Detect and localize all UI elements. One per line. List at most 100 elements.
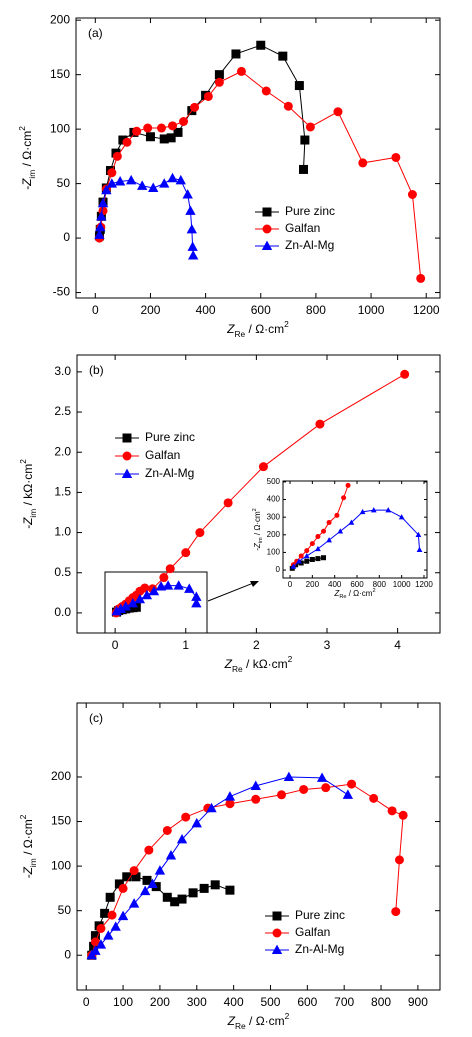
marker	[186, 223, 197, 234]
y-tick-label: 100	[267, 548, 281, 557]
marker	[391, 152, 401, 162]
marker	[159, 134, 169, 144]
marker	[258, 462, 268, 472]
y-tick-label: 200	[267, 530, 281, 539]
marker	[348, 519, 355, 525]
axis-label-part: -Z	[20, 178, 34, 190]
marker	[347, 779, 357, 789]
marker	[309, 556, 315, 562]
marker	[190, 102, 200, 112]
marker	[97, 197, 109, 208]
y-tick-label: 1.0	[54, 525, 71, 539]
marker	[321, 555, 327, 561]
marker	[272, 928, 282, 938]
x-tick-label: 300	[187, 995, 207, 1009]
y-tick-label: 2.0	[54, 444, 71, 458]
y-tick-label: 100	[51, 858, 71, 872]
axis-label-part: / kΩ·cm	[243, 657, 288, 671]
marker	[128, 898, 140, 908]
marker	[118, 883, 128, 893]
axis-label-part: im	[27, 170, 37, 179]
marker	[111, 605, 122, 616]
x-tick-label: 400	[224, 995, 244, 1009]
axis-label-part: im	[258, 537, 264, 543]
marker	[342, 789, 354, 799]
y-tick-label: 400	[267, 495, 281, 504]
marker	[303, 552, 310, 559]
axis-label-part: Z	[226, 322, 235, 336]
marker	[173, 127, 183, 137]
x-tick-label: 600	[350, 580, 364, 589]
marker	[106, 178, 118, 188]
marker	[191, 817, 202, 828]
x-tick-label: 500	[260, 995, 280, 1009]
marker	[236, 66, 246, 76]
axis-label-part: im	[28, 858, 38, 867]
marker	[334, 512, 340, 518]
marker	[333, 107, 343, 117]
marker	[283, 101, 293, 111]
marker	[315, 556, 321, 562]
marker	[283, 771, 295, 782]
x-tick-label: 100	[113, 995, 133, 1009]
marker	[256, 40, 266, 50]
marker	[206, 802, 217, 813]
axis-label-part: / Ω·cm	[245, 322, 284, 336]
marker	[159, 573, 169, 583]
axis-label-part: Z	[227, 1014, 236, 1028]
marker	[112, 151, 122, 161]
axis-label-part: 2	[372, 588, 375, 594]
axis-label-part: / Ω·cm	[246, 1014, 285, 1028]
legend-label: Galfan	[295, 925, 330, 939]
marker	[120, 601, 131, 611]
axis-label-part: 2	[252, 508, 258, 511]
marker	[165, 564, 175, 574]
marker	[140, 583, 150, 593]
plot-frame	[76, 702, 441, 991]
axis-label: ZRe / Ω·cm2	[333, 588, 375, 600]
x-tick-label: 4	[394, 638, 401, 652]
marker	[114, 176, 126, 186]
marker	[142, 875, 152, 885]
marker	[394, 855, 404, 865]
x-tick-label: 0	[92, 303, 99, 317]
axis-label-part: Z	[333, 589, 340, 598]
marker	[416, 546, 423, 553]
marker	[143, 123, 153, 133]
x-tick-label: 900	[408, 995, 428, 1009]
axis-label-part: -Z	[21, 866, 35, 878]
panel-label: (b)	[89, 363, 104, 377]
axis-label-part: / Ω·cm	[346, 589, 372, 598]
y-tick-label: 0	[276, 565, 281, 574]
marker	[125, 174, 137, 185]
x-tick-label: 0	[288, 580, 293, 589]
x-tick-label: 1	[182, 638, 189, 652]
marker	[132, 126, 142, 136]
marker	[223, 498, 233, 508]
marker	[177, 894, 187, 904]
marker	[315, 545, 321, 552]
axis-label-part: 2	[288, 654, 293, 664]
marker	[315, 419, 325, 429]
y-tick-label: 200	[50, 12, 70, 26]
plot-frame	[282, 480, 428, 579]
marker	[398, 514, 405, 520]
axis-label-part: Re	[339, 594, 346, 600]
marker	[122, 433, 132, 443]
legend-label: Galfan	[285, 221, 320, 235]
marker	[191, 591, 202, 601]
y-tick-label: 0.0	[54, 605, 71, 619]
axis-label: -Zim / Ω·cm2	[252, 508, 264, 551]
x-tick-label: 3	[324, 638, 331, 652]
series-line	[98, 70, 422, 279]
marker	[181, 812, 191, 822]
marker	[141, 589, 153, 600]
legend-label: Pure zinc	[145, 430, 195, 444]
panel-label: (c)	[89, 711, 103, 725]
marker	[415, 531, 422, 538]
marker	[90, 937, 100, 947]
marker	[385, 507, 392, 513]
marker	[250, 780, 261, 790]
marker	[214, 77, 224, 87]
y-tick-label: 3.0	[54, 364, 71, 378]
